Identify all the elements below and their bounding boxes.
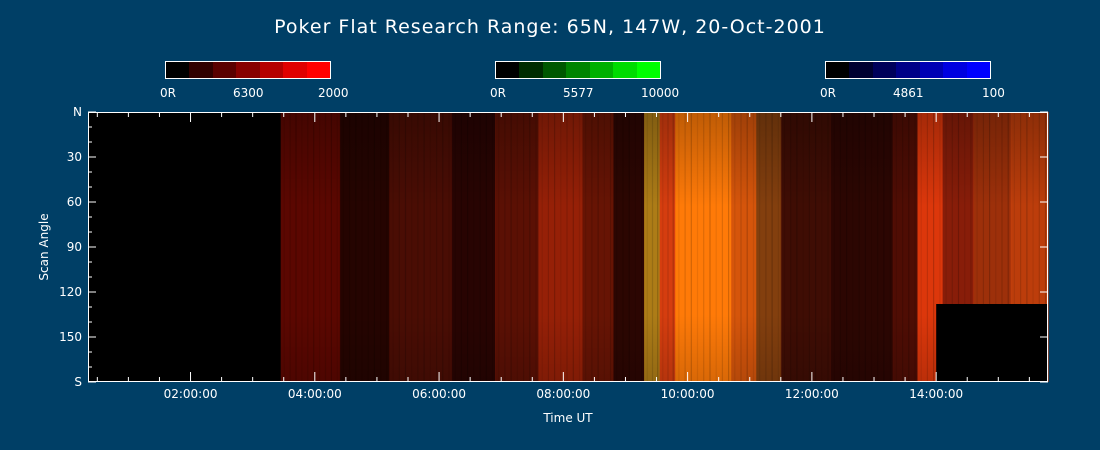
no-data-region: [936, 304, 1048, 382]
x-tick-label: 04:00:00: [288, 387, 342, 401]
colorbar-6300-seg: [236, 62, 260, 78]
colorbar-6300-seg: [212, 62, 237, 78]
colorbar-6300-seg: [166, 62, 190, 78]
colorbar-4861-seg: [826, 62, 850, 78]
colorbar-6300-seg: [283, 62, 307, 78]
colorbar-5577-min-label: 0R: [490, 86, 506, 100]
y-tick-label: 120: [59, 285, 82, 299]
colorbar-6300-seg: [189, 62, 213, 78]
colorbar-4861-max-label: 100: [982, 86, 1005, 100]
colorbar-4861-min-label: 0R: [820, 86, 836, 100]
y-tick-label: 60: [67, 195, 82, 209]
y-tick-label: 90: [67, 240, 82, 254]
no-data-layer: [88, 112, 1048, 382]
y-axis: N 30 60 90 120 150 S: [59, 105, 1048, 389]
colorbar-4861-seg: [966, 62, 990, 78]
chart-title: Poker Flat Research Range: 65N, 147W, 20…: [274, 16, 826, 38]
colorbar-5577-seg: [566, 62, 590, 78]
colorbar-6300-max-label: 2000: [318, 86, 349, 100]
colorbar-5577-max-label: 10000: [641, 86, 680, 100]
x-tick-label: 08:00:00: [536, 387, 590, 401]
colorbar-4861-seg: [943, 62, 967, 78]
x-axis: 02:00:00 04:00:00 06:00:00 08:00:00 10:00:00…: [96, 112, 1030, 401]
y-tick-label: N: [73, 105, 82, 119]
colorbar-4861-seg: [849, 62, 873, 78]
colorbar-5577-seg: [589, 62, 614, 78]
x-tick-label: 12:00:00: [785, 387, 839, 401]
y-tick-label: S: [74, 375, 82, 389]
colorbar-4861: [825, 61, 991, 79]
colorbar-6300-wavelength-label: 6300: [233, 86, 264, 100]
y-axis-label: Scan Angle: [37, 213, 51, 280]
colorbar-4861-wavelength-label: 4861: [893, 86, 924, 100]
colorbar-5577-seg: [496, 62, 520, 78]
colorbar-5577-seg: [542, 62, 567, 78]
colorbar-4861-seg: [896, 62, 920, 78]
colorbar-4861-seg: [872, 62, 897, 78]
colorbar-5577-seg: [613, 62, 637, 78]
colorbar-6300: [165, 61, 331, 79]
no-data-region: [88, 112, 281, 382]
colorbar-5577-seg: [519, 62, 543, 78]
x-tick-label: 02:00:00: [164, 387, 218, 401]
x-tick-label: 06:00:00: [412, 387, 466, 401]
x-axis-label: Time UT: [542, 411, 593, 425]
x-tick-label: 10:00:00: [661, 387, 715, 401]
y-tick-label: 30: [67, 150, 82, 164]
colorbar-4861-seg: [919, 62, 944, 78]
y-tick-label: 150: [59, 330, 82, 344]
x-tick-label: 14:00:00: [909, 387, 963, 401]
colorbar-6300-min-label: 0R: [160, 86, 176, 100]
colorbar-5577-wavelength-label: 5577: [563, 86, 594, 100]
colorbar-5577: [495, 61, 661, 79]
colorbar-5577-seg: [636, 62, 660, 78]
colorbar-6300-seg: [306, 62, 330, 78]
colorbar-6300-seg: [259, 62, 284, 78]
